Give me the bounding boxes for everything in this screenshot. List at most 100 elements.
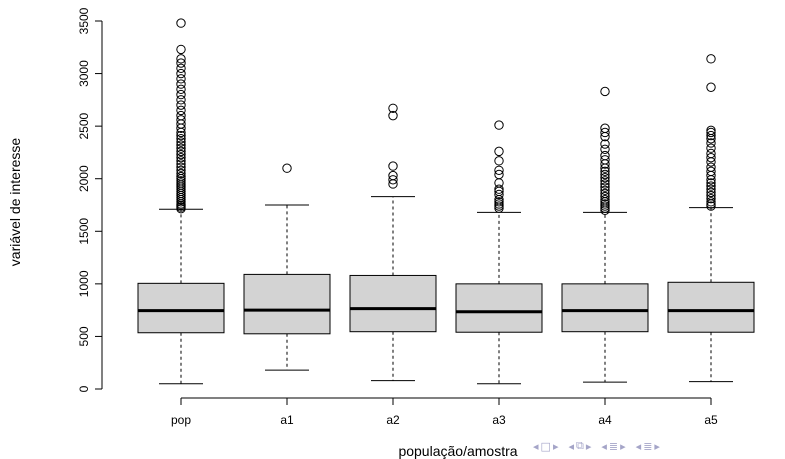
x-axis-title: população/amostra bbox=[398, 443, 517, 459]
outlier-point bbox=[600, 169, 610, 180]
box bbox=[349, 274, 437, 333]
outlier-point bbox=[706, 190, 716, 201]
outlier-point bbox=[176, 105, 186, 116]
outlier-point bbox=[176, 168, 186, 179]
outlier-point bbox=[706, 178, 716, 188]
outlier-point bbox=[494, 120, 504, 130]
y-axis: 0 500 1000 1500 2000 2500 3000 3500 bbox=[77, 7, 103, 392]
outlier-point bbox=[600, 123, 610, 133]
outlier-point bbox=[706, 54, 716, 64]
outlier-point bbox=[176, 84, 186, 95]
outlier-point bbox=[176, 95, 186, 105]
outlier-point bbox=[706, 138, 716, 148]
outlier-point bbox=[494, 156, 504, 166]
nav-frames[interactable]: ◂ ⧉ ▸ bbox=[568, 439, 591, 453]
outlier-point bbox=[176, 18, 186, 28]
nav-frame[interactable]: ◂ □ ▸ bbox=[533, 440, 558, 453]
outlier-point bbox=[176, 137, 186, 147]
outlier-point bbox=[706, 143, 716, 153]
outlier-point bbox=[600, 166, 610, 177]
box-group-a3 bbox=[455, 120, 543, 385]
outlier-point bbox=[176, 171, 186, 182]
x-tick-label: a2 bbox=[386, 413, 400, 427]
outlier-point bbox=[706, 184, 716, 194]
outlier-point bbox=[600, 195, 610, 205]
y-tick-label: 3500 bbox=[77, 7, 91, 34]
outlier-point bbox=[176, 149, 186, 160]
y-tick-label: 0 bbox=[77, 385, 91, 392]
outlier-point bbox=[388, 103, 398, 113]
outlier-point bbox=[706, 193, 716, 204]
y-axis-title: variável de interesse bbox=[7, 138, 23, 267]
outlier-point bbox=[600, 185, 610, 195]
arrow-right-icon: ▸ bbox=[620, 439, 626, 453]
section-icon: ≣ bbox=[608, 439, 619, 453]
x-tick-label: pop bbox=[171, 413, 191, 427]
outlier-point bbox=[600, 127, 610, 138]
arrow-right-icon: ▸ bbox=[552, 439, 559, 453]
box bbox=[561, 283, 649, 333]
outlier-point bbox=[600, 155, 610, 165]
box-group-a2 bbox=[349, 103, 437, 382]
outlier-point bbox=[706, 181, 716, 191]
outlier-point bbox=[176, 134, 186, 144]
outlier-point bbox=[494, 146, 504, 157]
outlier-point bbox=[176, 165, 186, 176]
outlier-point bbox=[494, 169, 504, 180]
outlier-point bbox=[388, 175, 398, 185]
outlier-point bbox=[600, 150, 610, 161]
outlier-point bbox=[176, 115, 186, 125]
box-group-pop bbox=[137, 18, 225, 385]
boxes bbox=[137, 18, 755, 385]
outlier-point bbox=[600, 191, 610, 202]
outlier-point bbox=[176, 130, 186, 141]
outlier-point bbox=[176, 58, 186, 68]
arrow-right-icon: ▸ bbox=[585, 439, 592, 453]
frames-icon: ⧉ bbox=[576, 439, 584, 452]
box bbox=[243, 273, 331, 335]
outlier-point bbox=[388, 110, 398, 121]
outlier-point bbox=[706, 125, 716, 136]
x-tick-label: a5 bbox=[704, 413, 718, 427]
outlier-point bbox=[706, 166, 716, 177]
nav-section[interactable]: ◂ ≣ ▸ bbox=[601, 440, 625, 453]
outlier-point bbox=[600, 179, 610, 189]
outlier-point bbox=[176, 152, 186, 163]
outlier-point bbox=[600, 172, 610, 183]
outlier-point bbox=[176, 89, 186, 100]
outlier-point bbox=[176, 54, 186, 64]
outlier-point bbox=[176, 162, 186, 172]
outlier-point bbox=[494, 189, 504, 200]
box-group-a5 bbox=[667, 54, 755, 383]
outlier-point bbox=[706, 197, 716, 207]
arrow-right-icon: ▸ bbox=[654, 439, 660, 453]
outlier-point bbox=[176, 156, 186, 166]
outlier-point bbox=[706, 130, 716, 141]
y-tick-label: 2000 bbox=[77, 165, 91, 192]
outlier-point bbox=[176, 63, 186, 74]
x-tick-label: a3 bbox=[492, 413, 506, 427]
box bbox=[667, 281, 755, 333]
outlier-point bbox=[282, 163, 292, 173]
nav-subsection[interactable]: ◂ ≣ ▸ bbox=[636, 440, 660, 453]
subsection-icon: ≣ bbox=[643, 439, 653, 453]
box bbox=[137, 282, 225, 334]
arrow-left-icon: ◂ bbox=[635, 439, 642, 453]
outlier-point bbox=[176, 110, 186, 121]
outlier-point bbox=[600, 176, 610, 186]
outlier-point bbox=[176, 100, 186, 110]
outlier-point bbox=[706, 152, 716, 163]
y-tick-label: 500 bbox=[77, 326, 91, 346]
beamer-navigation: ◂ □ ▸ ◂ ⧉ ▸ ◂ ≣ ▸ ◂ ≣ ▸ bbox=[533, 436, 660, 456]
outlier-point bbox=[176, 140, 186, 150]
outlier-point bbox=[388, 161, 398, 171]
y-tick-label: 1500 bbox=[77, 218, 91, 245]
outlier-point bbox=[600, 139, 610, 149]
outlier-point bbox=[706, 82, 716, 92]
outlier-point bbox=[176, 146, 186, 157]
outlier-point bbox=[600, 86, 610, 97]
outlier-point bbox=[176, 159, 186, 169]
y-tick-label: 2500 bbox=[77, 112, 91, 139]
outlier-point bbox=[176, 74, 186, 84]
